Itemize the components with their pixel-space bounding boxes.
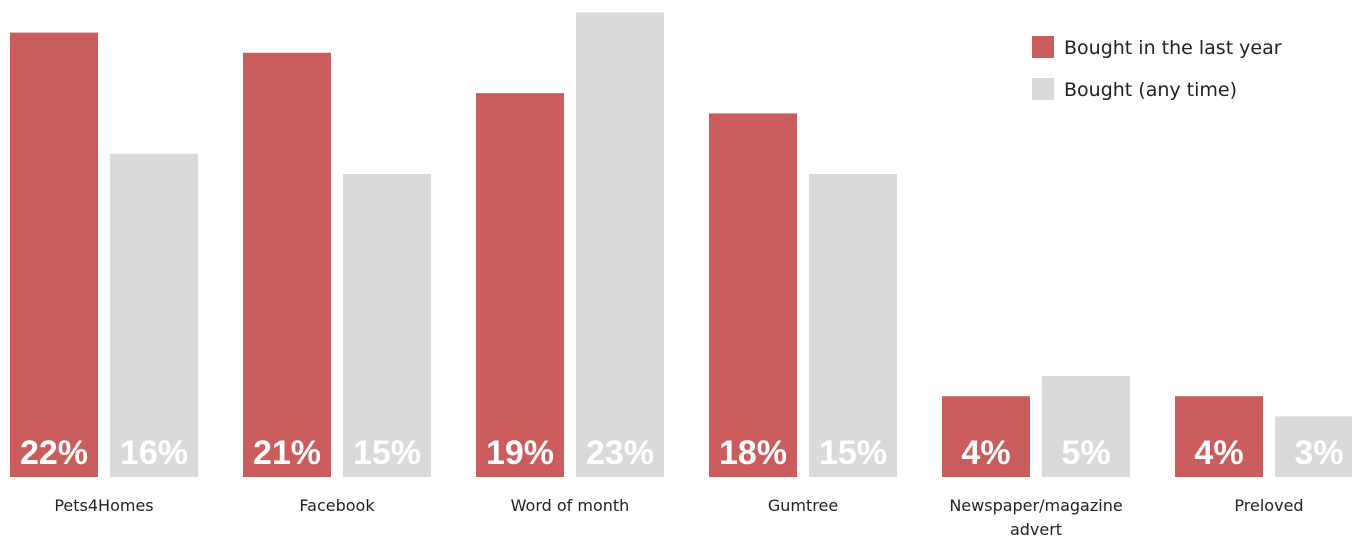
- value-label-last-year-0: 22%: [20, 434, 88, 472]
- legend-swatch-last-year: [1032, 36, 1054, 58]
- value-label-last-year-1: 21%: [253, 434, 321, 472]
- value-label-last-year-4: 4%: [961, 434, 1010, 472]
- value-label-any-time-2: 23%: [586, 434, 654, 472]
- category-label-3: Gumtree: [768, 496, 838, 515]
- bars-layer: [10, 12, 1352, 478]
- category-label-2: Word of month: [511, 496, 630, 515]
- bar-last-year-0: [10, 32, 98, 477]
- legend: Bought in the last year Bought (any time): [1032, 36, 1282, 101]
- category-labels-layer: Pets4Homes Facebook Word of month Gumtree Ne…: [54, 496, 1303, 539]
- bar-any-time-4: [1042, 376, 1130, 477]
- legend-label-last-year: Bought in the last year: [1064, 37, 1282, 59]
- category-label-0: Pets4Homes: [54, 496, 153, 515]
- value-label-last-year-5: 4%: [1194, 434, 1243, 472]
- bar-last-year-2: [476, 93, 564, 477]
- value-label-any-time-4: 5%: [1061, 434, 1110, 472]
- value-label-any-time-1: 15%: [353, 434, 421, 472]
- category-label-5: Preloved: [1234, 496, 1303, 515]
- bar-any-time-2: [576, 12, 664, 478]
- bar-last-year-5: [1175, 396, 1263, 477]
- bar-last-year-3: [709, 113, 797, 478]
- value-label-any-time-0: 16%: [120, 434, 188, 472]
- value-label-any-time-5: 3%: [1294, 434, 1343, 472]
- bar-any-time-1: [343, 174, 431, 477]
- value-label-last-year-2: 19%: [486, 434, 554, 472]
- value-label-any-time-3: 15%: [819, 434, 887, 472]
- bar-last-year-4: [942, 396, 1030, 477]
- legend-label-any-time: Bought (any time): [1064, 79, 1237, 101]
- value-labels-layer: 22% 16% 21% 15% 19% 23% 18% 15% 4% 5% 4% 3%: [20, 434, 1344, 472]
- legend-swatch-any-time: [1032, 78, 1054, 100]
- category-label-4: Newspaper/magazine advert: [949, 496, 1122, 539]
- bar-any-time-3: [809, 174, 897, 477]
- bar-last-year-1: [243, 52, 331, 478]
- bar-any-time-5: [1275, 416, 1352, 477]
- bar-any-time-0: [110, 153, 198, 478]
- value-label-last-year-3: 18%: [719, 434, 787, 472]
- category-label-1: Facebook: [299, 496, 375, 515]
